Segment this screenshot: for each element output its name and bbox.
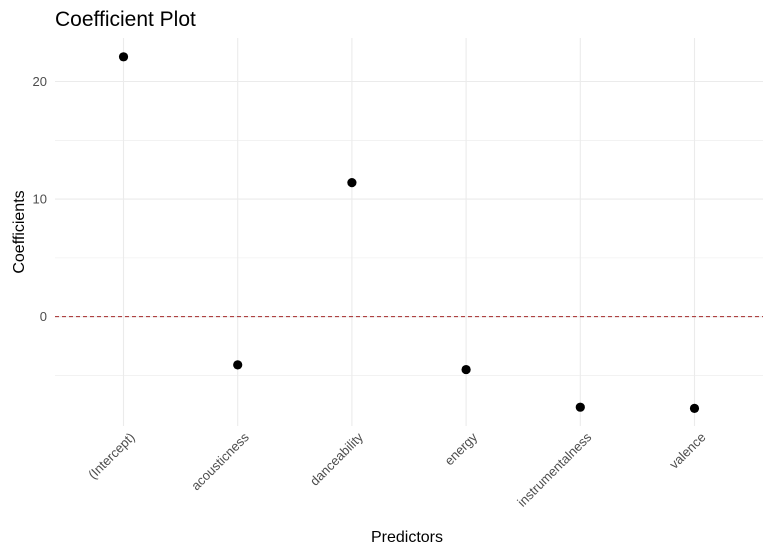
coefficient-point [233,360,243,370]
x-tick-label: acousticness [188,429,252,493]
x-tick-label: instrumentalness [514,429,594,509]
x-tick-label: danceability [307,429,367,489]
y-axis-ticks: 0 10 20 [33,74,47,324]
x-tick-label: valence [666,430,708,472]
x-axis-ticks: (Intercept) acousticness danceability energ… [85,429,708,509]
y-tick-label: 10 [33,192,47,207]
grid-lines [55,38,763,426]
x-tick-label: (Intercept) [85,430,138,483]
coefficient-point [347,178,357,188]
y-axis-title: Coefficients [11,190,28,273]
y-tick-label: 20 [33,74,47,89]
coefficient-point [575,402,585,412]
x-axis-title: Predictors [371,529,443,546]
y-tick-label: 0 [40,309,47,324]
chart-title: Coefficient Plot [55,8,196,31]
coefficient-point [461,364,471,375]
data-points [118,52,700,413]
coefficient-point [118,52,129,62]
x-tick-label: energy [442,429,481,468]
coefficient-point [689,403,700,413]
